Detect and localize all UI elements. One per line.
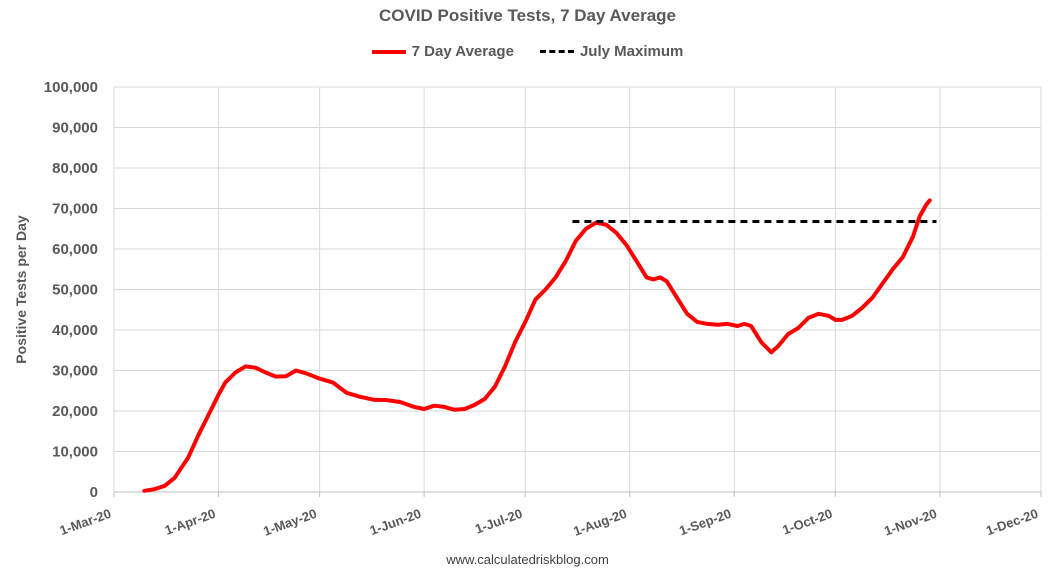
x-tick-label: 1-Aug-20 <box>571 506 628 539</box>
y-tick-label: 60,000 <box>52 241 98 258</box>
y-tick-label: 50,000 <box>52 282 98 299</box>
y-tick-label: 30,000 <box>52 363 98 380</box>
x-tick-label: 1-Nov-20 <box>882 506 939 539</box>
y-axis-label: Positive Tests per Day <box>13 215 29 364</box>
y-tick-label: 100,000 <box>44 79 98 96</box>
legend-swatch-solid <box>371 49 406 54</box>
y-tick-label: 90,000 <box>52 120 98 137</box>
chart-legend: 7 Day Average July Maximum <box>0 43 1055 60</box>
y-tick-label: 70,000 <box>52 201 98 218</box>
legend-item-july-maximum: July Maximum <box>539 43 684 60</box>
source-footer: www.calculatedriskblog.com <box>446 552 609 567</box>
chart-title: COVID Positive Tests, 7 Day Average <box>379 6 676 25</box>
y-tick-label: 10,000 <box>52 444 98 461</box>
x-tick-label: 1-Jul-20 <box>473 506 524 537</box>
x-tick-label: 1-May-20 <box>261 506 318 539</box>
x-tick-label: 1-Jun-20 <box>368 506 423 538</box>
x-tick-label: 1-Apr-20 <box>163 506 218 538</box>
y-tick-label: 40,000 <box>52 322 98 339</box>
legend-label: 7 Day Average <box>411 43 514 60</box>
legend-item-7-day-average: 7 Day Average <box>371 43 514 60</box>
x-tick-label: 1-Mar-20 <box>58 506 113 538</box>
series-line-7-day-average <box>142 198 932 493</box>
x-tick-label: 1-Oct-20 <box>780 506 834 538</box>
y-tick-label: 20,000 <box>52 403 98 420</box>
legend-label: July Maximum <box>579 43 684 60</box>
y-tick-label: 80,000 <box>52 160 98 177</box>
x-tick-label: 1-Dec-20 <box>984 506 1040 539</box>
legend-swatch-dashed <box>539 50 574 53</box>
y-tick-label: 0 <box>90 484 98 501</box>
x-tick-label: 1-Sep-20 <box>677 506 733 539</box>
